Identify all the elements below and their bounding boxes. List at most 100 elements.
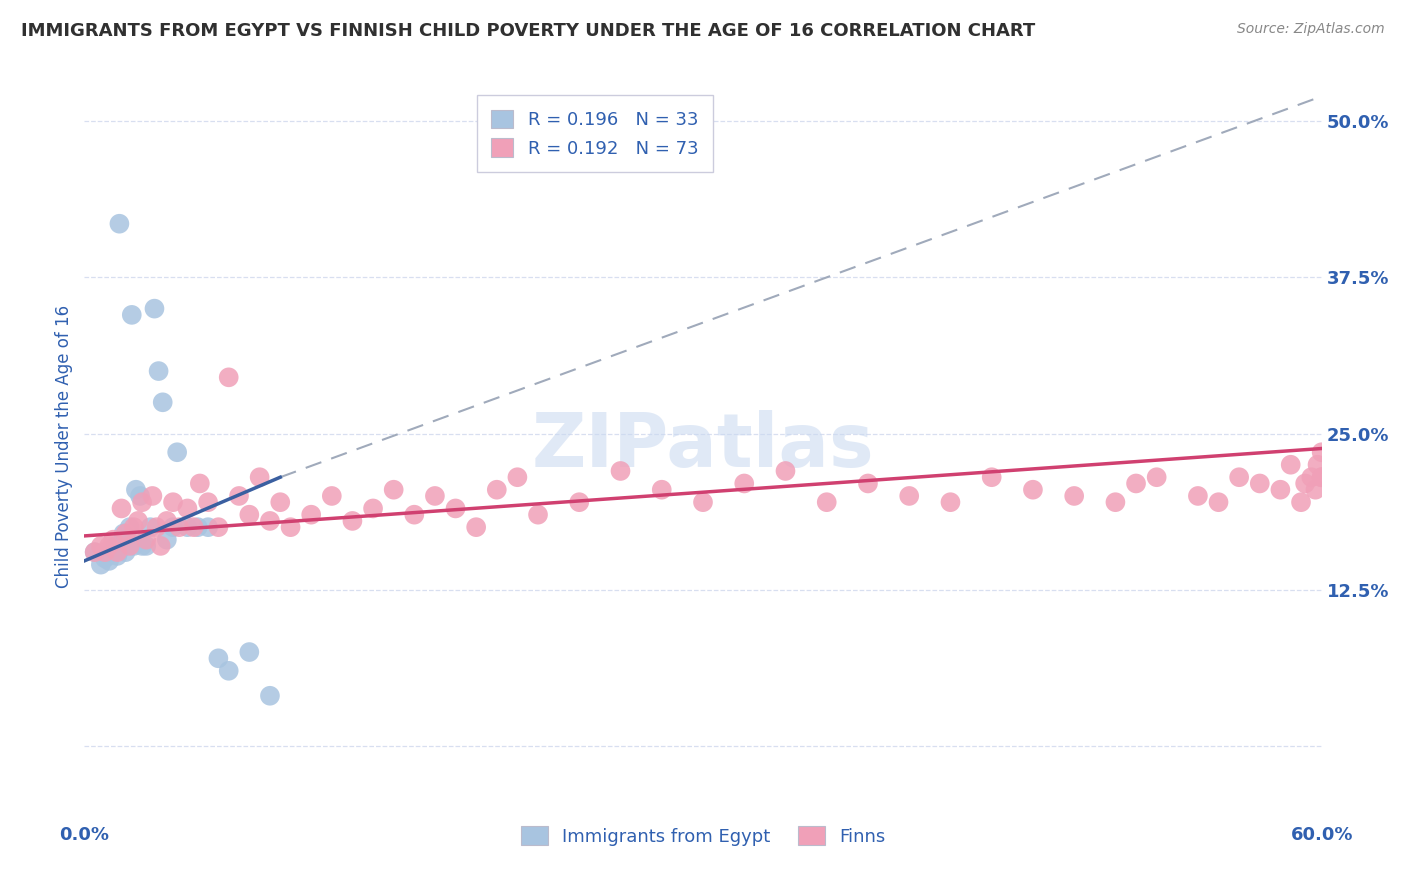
Point [94, 551, 117, 566]
Point [110, 501, 132, 516]
Point [280, 520, 302, 534]
Point [103, 533, 125, 547]
Point [90, 539, 112, 553]
Point [114, 526, 136, 541]
Point [527, 508, 550, 522]
Point [485, 483, 508, 497]
Point [131, 539, 153, 553]
Point [1289, 495, 1312, 509]
Point [105, 549, 128, 563]
Point [83, 545, 105, 559]
Point [197, 520, 219, 534]
Point [207, 651, 229, 665]
Point [98, 554, 121, 568]
Point [1310, 470, 1333, 484]
Point [1104, 495, 1126, 509]
Point [156, 533, 179, 547]
Point [299, 508, 322, 522]
Point [1270, 483, 1292, 497]
Point [139, 520, 162, 534]
Point [1187, 489, 1209, 503]
Point [1310, 470, 1333, 484]
Point [207, 520, 229, 534]
Point [259, 514, 281, 528]
Point [1279, 458, 1302, 472]
Point [1022, 483, 1045, 497]
Point [188, 476, 211, 491]
Point [122, 520, 145, 534]
Point [342, 514, 364, 528]
Point [143, 301, 166, 316]
Point [176, 501, 198, 516]
Point [1301, 470, 1323, 484]
Point [1310, 445, 1333, 459]
Text: ZIPatlas: ZIPatlas [531, 409, 875, 483]
Point [118, 520, 141, 534]
Point [1146, 470, 1168, 484]
Point [423, 489, 446, 503]
Point [218, 664, 240, 678]
Point [145, 520, 167, 534]
Point [135, 533, 157, 547]
Point [898, 489, 921, 503]
Point [156, 514, 179, 528]
Point [1208, 495, 1230, 509]
Point [110, 541, 132, 556]
Point [114, 545, 136, 559]
Point [651, 483, 673, 497]
Point [228, 489, 250, 503]
Point [125, 483, 148, 497]
Point [259, 689, 281, 703]
Point [609, 464, 631, 478]
Point [238, 508, 260, 522]
Point [733, 476, 755, 491]
Point [856, 476, 879, 491]
Point [129, 489, 152, 503]
Point [1125, 476, 1147, 491]
Text: IMMIGRANTS FROM EGYPT VS FINNISH CHILD POVERTY UNDER THE AGE OF 16 CORRELATION C: IMMIGRANTS FROM EGYPT VS FINNISH CHILD P… [21, 22, 1035, 40]
Point [775, 464, 797, 478]
Point [249, 470, 271, 484]
Point [141, 489, 163, 503]
Point [321, 489, 343, 503]
Point [361, 501, 384, 516]
Point [149, 539, 172, 553]
Point [1063, 489, 1085, 503]
Point [218, 370, 240, 384]
Point [939, 495, 962, 509]
Point [90, 558, 112, 572]
Point [815, 495, 838, 509]
Point [105, 545, 128, 559]
Point [465, 520, 488, 534]
Y-axis label: Child Poverty Under the Age of 16: Child Poverty Under the Age of 16 [55, 304, 73, 588]
Point [148, 364, 170, 378]
Point [382, 483, 405, 497]
Point [506, 470, 529, 484]
Point [568, 495, 591, 509]
Point [980, 470, 1002, 484]
Point [176, 520, 198, 534]
Point [1249, 476, 1271, 491]
Point [166, 445, 188, 459]
Point [94, 545, 117, 559]
Point [444, 501, 467, 516]
Text: Source: ZipAtlas.com: Source: ZipAtlas.com [1237, 22, 1385, 37]
Point [131, 495, 153, 509]
Point [83, 545, 105, 559]
Point [692, 495, 714, 509]
Point [152, 395, 174, 409]
Point [117, 533, 139, 547]
Point [121, 308, 143, 322]
Point [187, 520, 209, 534]
Point [238, 645, 260, 659]
Point [162, 495, 184, 509]
Point [104, 539, 127, 553]
Point [1227, 470, 1250, 484]
Point [98, 539, 121, 553]
Point [1306, 458, 1329, 472]
Point [1294, 476, 1316, 491]
Point [118, 539, 141, 553]
Point [167, 520, 190, 534]
Point [127, 514, 149, 528]
Point [108, 217, 131, 231]
